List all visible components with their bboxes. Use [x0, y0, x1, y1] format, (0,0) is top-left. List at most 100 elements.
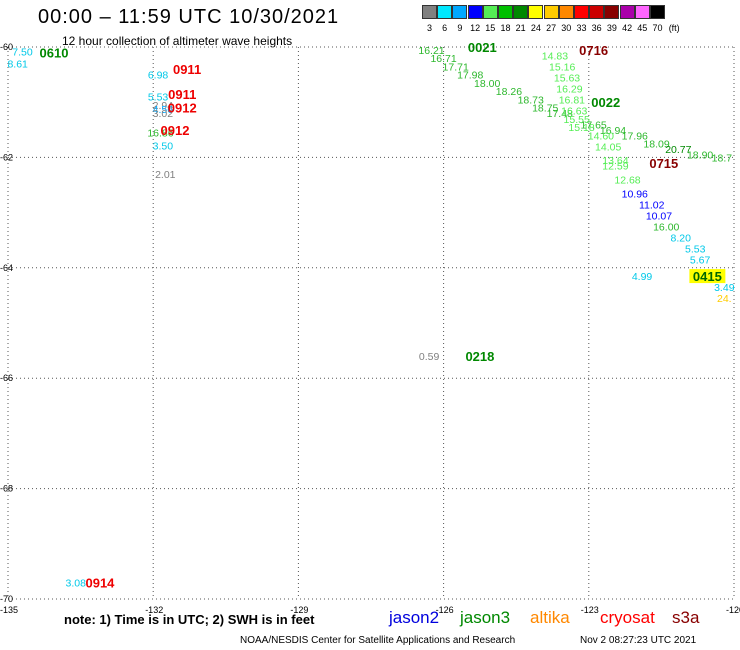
swh-value: 8.61	[7, 59, 28, 71]
legend-label-18: 18	[500, 23, 511, 33]
pass-time: 0415	[693, 269, 722, 284]
swh-value: 16.86	[147, 128, 173, 140]
map-axis-ticks: -60 -62 -64 -66 -68 -70-135 -132 -129 -126 -123 -1…	[0, 42, 740, 615]
lat-tick-label: -62	[0, 152, 13, 162]
swh-value: 4.56	[153, 104, 174, 116]
map-subtitle: 12 hour collection of altimeter wave hei…	[62, 34, 293, 48]
lat-tick-label: -64	[0, 263, 13, 273]
legend-label-27: 27	[546, 23, 557, 33]
swh-value: 11.02	[639, 199, 665, 211]
satellite-jason2: jason2	[389, 608, 440, 627]
pass-time: 0912	[161, 123, 190, 138]
swh-value: 5.53	[685, 243, 706, 255]
lon-tick-label: -129	[290, 605, 308, 615]
legend-swatch-39	[604, 5, 620, 19]
legend-label-39: 39	[606, 23, 617, 33]
pass-time: 0021	[468, 40, 497, 55]
map-grid	[7, 46, 735, 600]
legend-swatch-21	[513, 5, 529, 19]
legend-label-12: 12	[470, 23, 481, 33]
pass-time: 0912	[168, 101, 197, 116]
swh-value: 12.68	[614, 174, 640, 186]
legend-swatch-33	[574, 5, 589, 19]
swh-value: 18.00	[474, 78, 500, 90]
legend-label-33: 33	[576, 23, 587, 33]
satellite-jason3: jason3	[460, 608, 511, 627]
swh-value: 18.90	[687, 150, 713, 162]
swh-value: 16.29	[556, 83, 582, 95]
legend-swatch-6	[437, 5, 453, 19]
swh-value: 12.59	[602, 161, 628, 173]
legend-label-42: 42	[622, 23, 633, 33]
lon-tick-label: -120	[726, 605, 740, 615]
legend-label-36: 36	[591, 23, 602, 33]
swh-value: 4.99	[632, 271, 653, 283]
swh-value: 14.60	[588, 130, 614, 142]
pass-time: 0715	[649, 156, 678, 171]
swh-value: 24.	[717, 293, 732, 305]
swh-value: 18.7	[712, 152, 733, 164]
swh-value: 2.01	[155, 169, 176, 181]
lon-tick-label: -123	[581, 605, 599, 615]
legend-swatch-36	[589, 5, 605, 19]
swh-value: 17.48	[547, 108, 573, 120]
swh-value: 13.64	[602, 155, 628, 167]
legend-label-3: 3	[426, 23, 432, 33]
legend-swatch-15	[482, 5, 498, 19]
swh-value: 18.75	[532, 103, 558, 115]
pass-time-highlight	[689, 269, 726, 284]
swh-value: 16.71	[430, 53, 456, 65]
swh-value: 10.07	[646, 210, 672, 222]
footer-note: note: 1) Time is in UTC; 2) SWH is in fe…	[64, 612, 315, 627]
swh-value: 5.53	[148, 92, 169, 104]
swh-value: 14.83	[542, 50, 568, 62]
legend-unit: (ft)	[668, 23, 680, 33]
swh-value: 6.98	[148, 70, 169, 82]
legend-swatch-9	[452, 5, 468, 19]
swh-value: 16.00	[653, 221, 679, 233]
swh-value: 14.05	[595, 141, 621, 153]
swh-value: 7.50	[12, 46, 33, 58]
lat-tick-label: -66	[0, 373, 13, 383]
swh-value: 3.50	[153, 140, 174, 152]
legend-swatch-45	[634, 5, 650, 19]
swh-value: 20.77	[665, 144, 691, 156]
lon-tick-label: -135	[0, 605, 18, 615]
legend-swatch-24	[528, 5, 544, 19]
swh-value: 0.59	[419, 351, 440, 363]
swh-value: 16.81	[559, 94, 585, 106]
lat-tick-label: -68	[0, 484, 13, 494]
footer-credit: NOAA/NESDIS Center for Satellite Applica…	[240, 635, 516, 646]
swh-value: 18.73	[518, 94, 544, 106]
legend-label-45: 45	[637, 23, 648, 33]
pass-time: 0911	[168, 87, 196, 102]
swh-value: 17.71	[443, 61, 469, 73]
legend-label-21: 21	[515, 23, 526, 33]
swh-value: 2.94	[153, 100, 174, 112]
satellite-altika: altika	[530, 608, 570, 627]
swh-value: 15.16	[549, 61, 575, 73]
swh-value: 15.63	[554, 72, 580, 84]
legend-label-9: 9	[457, 23, 463, 33]
satellite-cryosat: cryosat	[600, 608, 655, 627]
swh-value: 5.67	[690, 255, 711, 267]
swh-value: 16.63	[561, 105, 587, 117]
swh-value: 17.98	[457, 70, 483, 82]
pass-time: 0218	[465, 349, 494, 364]
legend-label-30: 30	[561, 23, 572, 33]
legend-swatch-30	[558, 5, 574, 19]
lon-tick-label: -132	[145, 605, 163, 615]
lat-tick-label: -70	[0, 594, 13, 604]
pass-time: 0610	[40, 46, 69, 61]
swh-observations: 7.508.616.985.532.944.563.0216.863.502.0…	[7, 45, 734, 590]
pass-time: 0022	[591, 95, 620, 110]
footer-generated-time: Nov 2 08:27:23 UTC 2021	[580, 635, 697, 646]
swh-value: 3.02	[153, 108, 174, 120]
swh-value: 16.94	[600, 125, 626, 137]
legend-swatch-18	[498, 5, 513, 19]
swh-value: 18.26	[496, 86, 522, 98]
swh-value: 3.08	[66, 577, 87, 589]
lat-tick-label: -60	[0, 42, 13, 52]
legend-label-24: 24	[530, 23, 541, 33]
